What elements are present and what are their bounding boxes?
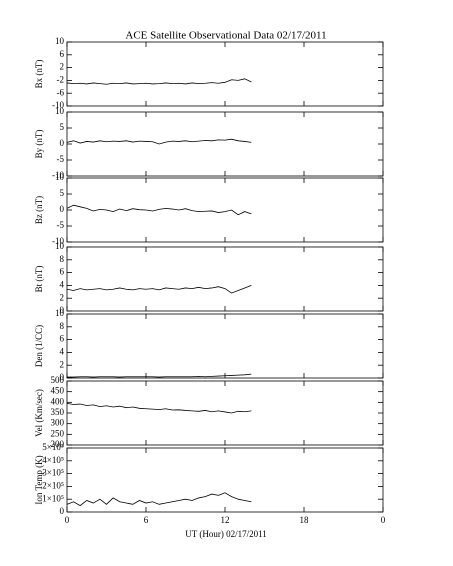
x-tick-label: 0 xyxy=(381,515,386,525)
y-tick-label: 2 xyxy=(60,62,65,72)
data-line xyxy=(66,138,252,145)
y-tick-label: 6 xyxy=(60,334,65,344)
y-tick-label: -6 xyxy=(57,87,65,97)
data-line xyxy=(66,403,252,414)
data-line xyxy=(66,78,252,85)
y-tick-label: 3×10⁵ xyxy=(42,468,64,478)
y-tick-label: 1×10⁵ xyxy=(42,493,64,503)
y-axis-label: Den (1/CC) xyxy=(34,325,44,367)
y-axis-label: Ion Temp (K) xyxy=(34,455,44,504)
y-tick-label: 10 xyxy=(55,36,65,46)
y-axis-label: Vel (Km/sec) xyxy=(34,389,44,437)
data-line xyxy=(67,373,252,378)
y-tick-label: 2 xyxy=(60,292,65,302)
y-tick-label: 500 xyxy=(51,375,65,385)
y-tick-label: 400 xyxy=(51,396,65,406)
x-tick-label: 0 xyxy=(65,515,70,525)
y-tick-label: 5 xyxy=(60,122,65,132)
y-tick-label: 2 xyxy=(60,359,65,369)
y-tick-label: 350 xyxy=(51,407,65,417)
y-tick-label: 0 xyxy=(60,506,65,516)
y-tick-label: 0 xyxy=(60,138,65,148)
y-tick-label: -5 xyxy=(57,154,65,164)
y-tick-label: 0 xyxy=(60,204,65,214)
y-tick-label: -5 xyxy=(57,220,65,230)
y-tick-label: 0 xyxy=(60,305,65,315)
y-tick-label: 10 xyxy=(55,172,65,182)
y-tick-label: 8 xyxy=(60,254,65,264)
y-tick-label: 8 xyxy=(60,321,65,331)
y-tick-label: 300 xyxy=(51,418,65,428)
chart-title: ACE Satellite Observational Data 02/17/2… xyxy=(125,30,326,42)
y-tick-label: 6 xyxy=(60,49,65,59)
x-tick-label: 18 xyxy=(300,515,310,525)
y-tick-label: 4 xyxy=(60,346,65,356)
y-tick-label: 4 xyxy=(60,279,65,289)
y-tick-label: -10 xyxy=(52,170,64,180)
y-tick-label: 10 xyxy=(55,241,65,251)
data-line xyxy=(66,285,252,294)
y-tick-label: 5 xyxy=(60,188,65,198)
y-axis-label: By (nT) xyxy=(34,130,44,159)
y-tick-label: -10 xyxy=(52,100,64,110)
x-axis-label: UT (Hour) 02/17/2011 xyxy=(185,529,267,539)
y-axis-label: Bx (nT) xyxy=(34,60,44,89)
y-tick-label: 200 xyxy=(51,439,65,449)
y-tick-label: 2×10⁵ xyxy=(42,480,64,490)
y-tick-label: 10 xyxy=(55,308,65,318)
y-tick-label: -2 xyxy=(57,74,65,84)
y-tick-label: 250 xyxy=(51,428,65,438)
y-tick-label: 10 xyxy=(55,106,65,116)
data-line xyxy=(66,492,252,507)
y-axis-label: Bt (nT) xyxy=(34,266,44,293)
y-tick-label: 5×10⁵ xyxy=(42,442,64,452)
data-line xyxy=(66,204,252,216)
x-tick-label: 12 xyxy=(221,515,230,525)
y-tick-label: 0 xyxy=(60,372,65,382)
y-axis-label: Bz (nT) xyxy=(34,196,44,224)
x-tick-label: 6 xyxy=(144,515,149,525)
y-tick-label: 6 xyxy=(60,267,65,277)
y-tick-label: 450 xyxy=(51,386,65,396)
y-tick-label: -10 xyxy=(52,236,64,246)
y-tick-label: 4×10⁵ xyxy=(42,455,64,465)
